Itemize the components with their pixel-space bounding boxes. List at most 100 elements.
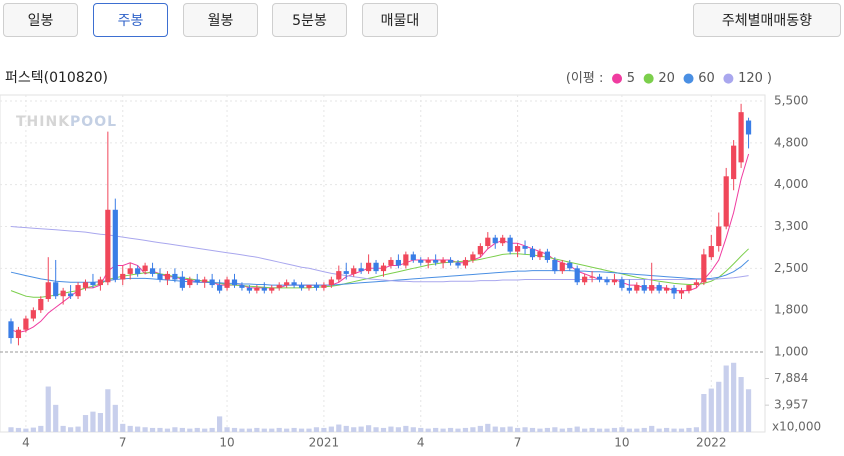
volume-bar [90,411,96,432]
candle-body [23,318,29,330]
volume-bar [224,427,230,432]
candle-body [708,246,714,258]
volume-bar [231,427,238,432]
y-tick-label: 3,300 [774,219,808,233]
volume-bar [366,425,372,432]
candle-body [231,279,238,286]
candle-body [284,282,290,286]
x-tick-label: 10 [614,436,629,450]
volume-bar [403,425,409,432]
candle-body [351,268,357,274]
y-tick-label: 4,000 [774,177,808,191]
volume-bar [75,426,81,432]
volume-bar [656,428,662,432]
candle-body [30,310,36,319]
volume-bar [321,427,327,432]
period-tab[interactable]: 5분봉 [272,3,347,37]
volume-bar [306,428,312,432]
candle-body [366,262,372,272]
moving-average-line [10,153,750,334]
volume-tick-label: 7,884 [774,371,808,385]
volume-bar [582,428,588,432]
volume-bar [149,427,156,432]
volume-bar [574,426,580,432]
candle-body [157,273,163,280]
volume-bar [552,427,558,432]
x-tick-label: 4 [22,436,30,450]
volume-bar [291,427,297,432]
candle-body [373,262,379,272]
volume-bar [45,386,51,432]
candle-body [53,282,59,297]
volume-bar [15,427,22,432]
chart-title: 퍼스텍(010820) [5,70,108,86]
volume-bar [492,426,498,432]
volume-bar [164,428,171,432]
legend-marker: ● [611,71,622,86]
volume-bar [671,428,677,432]
candle-body [68,293,74,297]
volume-bar [172,427,178,432]
candle-body [380,265,387,272]
period-tab[interactable]: 월봉 [183,3,258,37]
candle-body [552,259,558,272]
candle-body [567,262,573,269]
volume-bar [619,427,625,432]
volume-bar [276,427,282,432]
candle-body [120,273,126,280]
volume-bar [157,427,163,432]
candle-body [671,287,677,294]
candle-body [596,276,603,280]
candle-body [149,268,156,274]
volume-bar [239,428,245,432]
volume-bar [634,428,640,432]
candle-body [649,285,655,291]
volume-bar [507,426,513,432]
legend-marker: ● [723,71,734,86]
candle-body [515,246,521,252]
candle-body [60,290,66,297]
candle-body [529,248,536,258]
volume-bar [678,428,685,432]
candle-body [358,268,364,272]
legend-suffix: ) [767,71,772,86]
volume-bar [485,423,491,432]
candle-body [433,259,439,263]
volume-bar [515,427,521,432]
candle-body [90,282,96,286]
candle-body [202,279,208,283]
legend-marker: ● [643,71,654,86]
volume-bar [716,381,722,432]
period-tab[interactable]: 일봉 [3,3,78,37]
candle-body [187,279,193,286]
volume-bar [120,423,126,432]
candle-body [328,279,334,286]
candle-body [179,276,185,288]
candle-body [269,287,275,291]
period-tab[interactable]: 주봉 [93,3,168,37]
candle-body [492,237,498,244]
volume-bar [179,427,185,432]
volume-bar [246,428,252,432]
candle-body [425,259,431,263]
volume-bar [261,428,267,432]
volume-bar [112,404,118,432]
candle-body [343,271,349,274]
candle-body [246,287,252,291]
volume-bar [723,365,729,432]
period-tab[interactable]: 매물대 [362,3,438,37]
volume-bar [313,427,320,432]
candle-body [254,287,260,291]
candle-body [634,285,640,291]
candle-body [306,285,312,288]
volume-bar [731,362,737,432]
volume-bar [395,427,401,432]
candle-body [626,287,632,291]
volume-bar [105,389,111,432]
candle-body [321,285,327,288]
investor-trend-button[interactable]: 주체별매매동향 [693,3,841,37]
candle-body [559,262,565,272]
candle-body [701,254,707,283]
candle-body [656,285,662,291]
